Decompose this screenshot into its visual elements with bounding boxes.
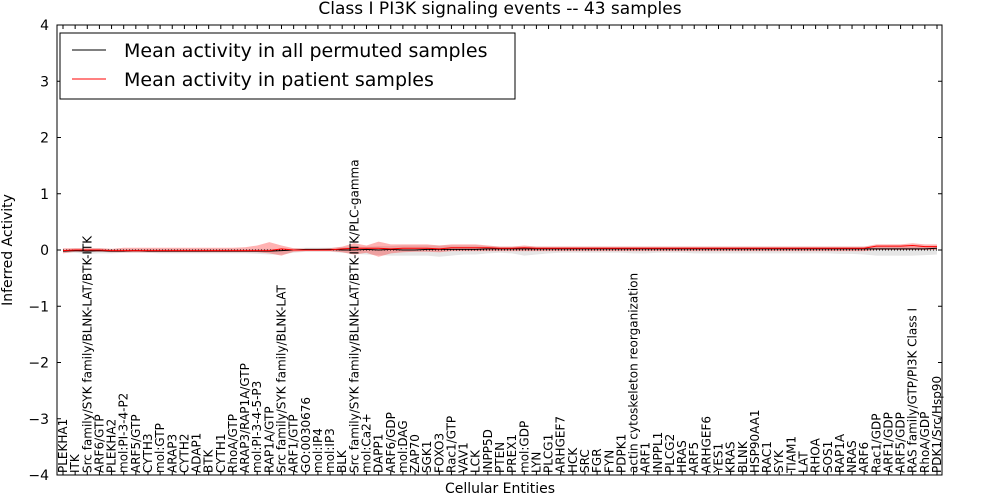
x-tick-label: ARHGEF6 (699, 416, 713, 473)
x-tick-label: ARF5/GTP (129, 414, 143, 473)
y-tick-label: 4 (40, 18, 49, 34)
x-tick-label: mol:DAG (396, 420, 410, 473)
legend-box (59, 32, 516, 100)
x-tick-label: PLEKHA2 (105, 419, 119, 473)
x-tick-label: TIAM1 (784, 436, 798, 474)
legend-label-patient: Mean activity in patient samples (124, 69, 434, 91)
x-tick-label: GO:0030676 (299, 397, 313, 473)
y-axis-label: Inferred Activity (0, 194, 16, 306)
x-tick-label: RAP1A/GTP (262, 406, 276, 473)
x-tick-label: CYTH3 (141, 434, 155, 474)
y-tick-label: 0 (40, 243, 49, 259)
x-tick-label: SRC (578, 449, 592, 473)
x-tick-label: Src family/SYK family/BLNK-LAT/BTK-ITK (80, 235, 94, 473)
x-tick-label: RhoA/GTP (226, 414, 240, 473)
x-tick-label: PDPK1 (614, 434, 628, 473)
x-tick-label: ARF6 (857, 442, 871, 473)
x-tick-label: YES1 (712, 443, 726, 474)
x-tick-label: Rac1/GTP (444, 416, 458, 473)
x-tick-label: ARF1/GDP (881, 412, 895, 473)
x-tick-label: Rac1/GDP (869, 414, 883, 473)
x-tick-label: NRAS (845, 440, 859, 473)
series-lines (62, 244, 938, 252)
x-tick-label: SOS1 (821, 441, 835, 473)
x-tick-label: FOXO3 (432, 433, 446, 473)
x-tick-label: CYTH2 (177, 434, 191, 474)
x-tick-label: KRAS (724, 441, 738, 473)
y-ticks: −4 −3 −2 −1 0 1 2 3 4 (28, 18, 942, 484)
x-tick-label: ARF5/GDP (894, 412, 908, 473)
plot-frame (56, 24, 943, 476)
x-tick-label: HCK (566, 447, 580, 473)
x-tick-label: PREX1 (505, 434, 519, 473)
y-tick-label: −1 (28, 299, 49, 315)
line-series-1 (62, 244, 937, 252)
x-tick-label: RAC1 (760, 441, 774, 473)
x-tick-label: ADAP1 (190, 433, 204, 473)
x-tick-label: FYN (602, 450, 616, 473)
x-tick-label: CYTH1 (214, 434, 228, 474)
x-tick-label: ARF6/GTP (92, 414, 106, 473)
x-tick-label: BTK (202, 448, 216, 473)
x-tick-label: mol:PI-3-4-5-P3 (250, 381, 264, 473)
x-tick-label: HRAS (675, 440, 689, 473)
x-tick-label: LCK (469, 449, 483, 473)
legend-label-permuted: Mean activity in all permuted samples (124, 40, 487, 62)
x-tick-label: SYK (772, 449, 786, 473)
legend: Mean activity in all permuted samples Me… (59, 32, 516, 100)
x-tick-label: RAS family/GTP/PI3K Class I (906, 308, 920, 473)
x-tick-label: mol:IP3 (323, 428, 337, 473)
y-tick-label: 1 (40, 187, 49, 203)
y-tick-label: −4 (28, 468, 49, 484)
y-tick-label: −3 (28, 412, 49, 428)
x-tick-label: LAT (797, 451, 811, 473)
x-tick-label: PLCG2 (663, 434, 677, 473)
x-tick-label: actin cytoskeleton reorganization (627, 273, 641, 473)
x-tick-label: ARF1 (639, 442, 653, 473)
x-tick-label: ARAP3/RAP1A/GTP (238, 363, 252, 473)
x-tick-label: mol:PI-3-4-P2 (117, 393, 131, 473)
x-tick-label: RHOA (809, 437, 823, 473)
x-axis-label: Cellular Entities (445, 481, 555, 497)
x-tick-label: BLK (335, 449, 349, 473)
x-tick-label: mol:IP4 (311, 428, 325, 473)
x-tick-label: PLCG1 (542, 434, 556, 473)
x-tick-label: VAV1 (457, 442, 471, 473)
x-tick-label: RAP1A (833, 433, 847, 473)
x-tick-label: INPP5D (481, 429, 495, 473)
x-tick-label: ARF5 (687, 442, 701, 473)
x-tick-label: SGK1 (420, 441, 434, 473)
x-tick-label: mol:Ca2+ (360, 413, 374, 473)
chart-title: Class I PI3K signaling events -- 43 samp… (318, 0, 681, 19)
x-tick-label: mol:GTP (153, 423, 167, 473)
x-tick-label: PDK1/Src/Hsp90 (930, 376, 944, 473)
x-tick-label: Src family/SYK family/BLNK-LAT/BTK-ITK/P… (347, 159, 361, 473)
y-tick-label: −2 (28, 356, 49, 372)
x-tick-label: mol:GDP (517, 421, 531, 473)
x-tick-label: HSP90AA1 (748, 409, 762, 473)
y-tick-label: 2 (40, 131, 49, 147)
x-tick-label: FGR (590, 448, 604, 473)
x-tick-label: ARHGEF7 (554, 416, 568, 473)
x-tick-label: PTEN (493, 442, 507, 473)
x-tick-label: RhoA/GDP (918, 412, 932, 473)
x-tick-label: ITK (68, 453, 82, 473)
y-tick-label: 3 (40, 74, 49, 90)
x-tick-label: LYN (529, 452, 543, 473)
x-tick-label: ARF1/GTP (287, 414, 301, 473)
x-tick-label: DAPP1 (372, 434, 386, 473)
x-tick-label: BLNK (736, 440, 750, 473)
x-tick-label: ARAP3 (165, 434, 179, 473)
x-tick-label: ARF6/GDP (384, 412, 398, 473)
x-tick-label: INPPL1 (651, 432, 665, 473)
x-tick-label: Src family/SYK family/BLNK-LAT (275, 284, 289, 473)
x-tick-label: PLEKHA1 (56, 419, 70, 473)
x-tick-label: ZAP70 (408, 434, 422, 473)
